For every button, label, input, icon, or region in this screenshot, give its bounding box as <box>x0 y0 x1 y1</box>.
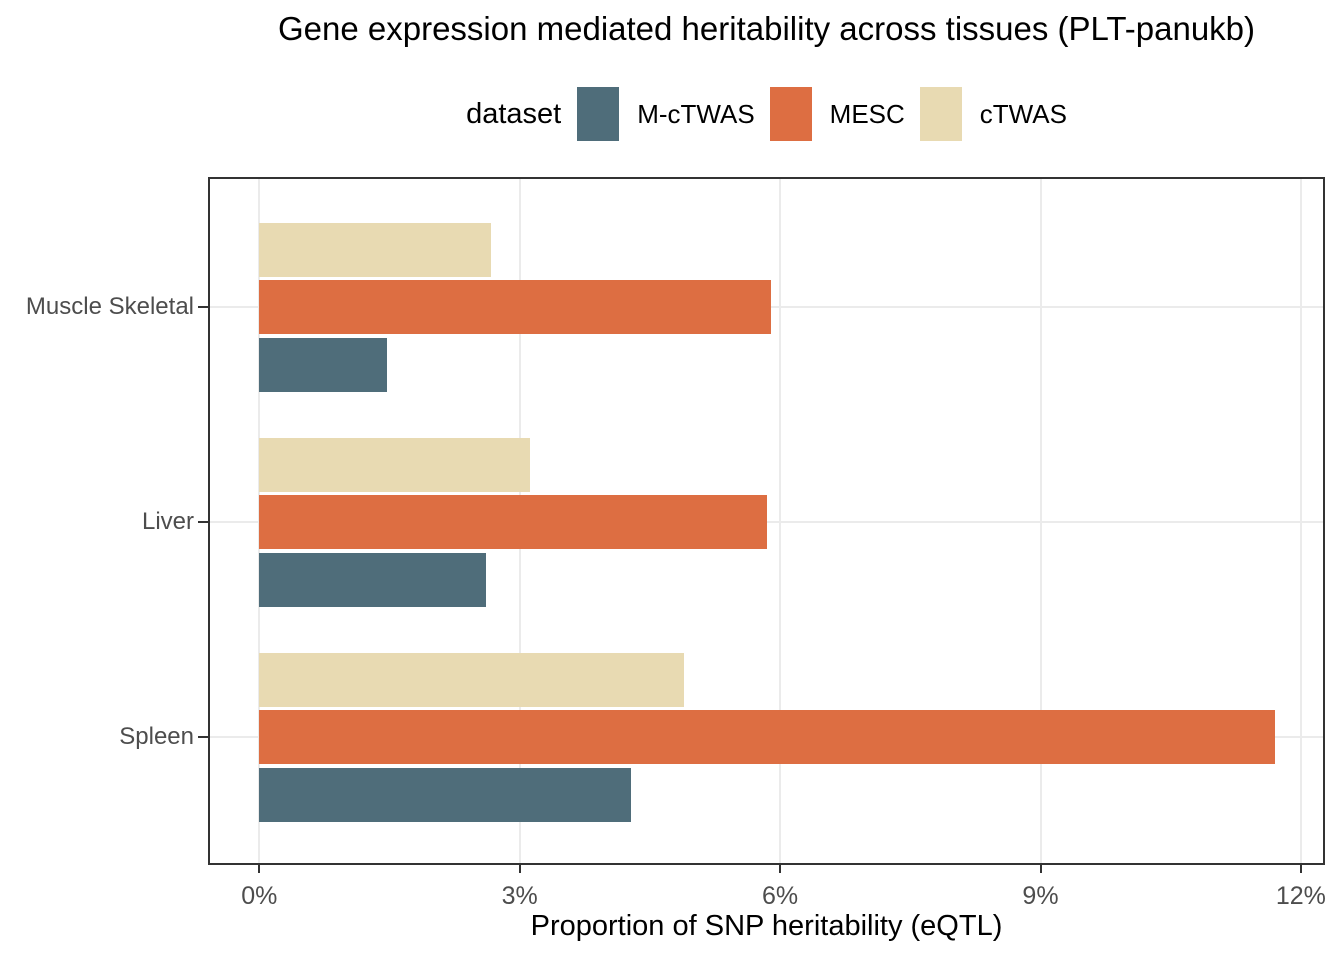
x-tick-label: 12% <box>1275 882 1326 910</box>
y-tick-label: Muscle Skeletal <box>25 293 194 320</box>
bar <box>259 552 487 607</box>
x-tick <box>1039 864 1042 873</box>
bar <box>259 337 388 392</box>
legend-item: M-cTWAS <box>577 87 755 141</box>
bar <box>259 437 531 492</box>
chart-title: Gene expression mediated heritability ac… <box>277 10 1256 47</box>
y-tick <box>198 306 209 308</box>
legend: dataset M-cTWAS MESC cTWAS <box>208 86 1325 142</box>
legend-swatch <box>577 87 620 141</box>
x-tick-label: 6% <box>762 882 799 910</box>
bar <box>259 222 492 277</box>
bar <box>259 652 685 707</box>
legend-item: cTWAS <box>919 87 1067 141</box>
bar <box>259 710 1276 764</box>
legend-swatch <box>919 87 962 141</box>
legend-item: MESC <box>769 87 905 141</box>
x-tick <box>1299 864 1302 873</box>
x-tick-label: 3% <box>501 882 538 910</box>
x-axis-title: Proportion of SNP heritability (eQTL) <box>530 910 1003 942</box>
legend-swatch <box>769 87 812 141</box>
plot-panel <box>208 177 1325 865</box>
legend-title: dataset <box>466 97 562 130</box>
x-tick-label: 9% <box>1022 882 1059 910</box>
bar <box>259 280 772 334</box>
legend-item-label: M-cTWAS <box>637 98 755 129</box>
legend-item-label: MESC <box>829 98 905 129</box>
x-tick <box>779 864 782 873</box>
bar <box>259 767 632 822</box>
y-tick <box>198 521 209 523</box>
legend-item-label: cTWAS <box>979 98 1067 129</box>
y-tick-label: Liver <box>141 508 194 535</box>
y-tick <box>198 736 209 738</box>
x-tick <box>258 864 261 873</box>
bar <box>259 495 768 549</box>
x-tick <box>518 864 521 873</box>
x-tick-label: 0% <box>241 882 278 910</box>
y-tick-label: Spleen <box>119 723 194 750</box>
